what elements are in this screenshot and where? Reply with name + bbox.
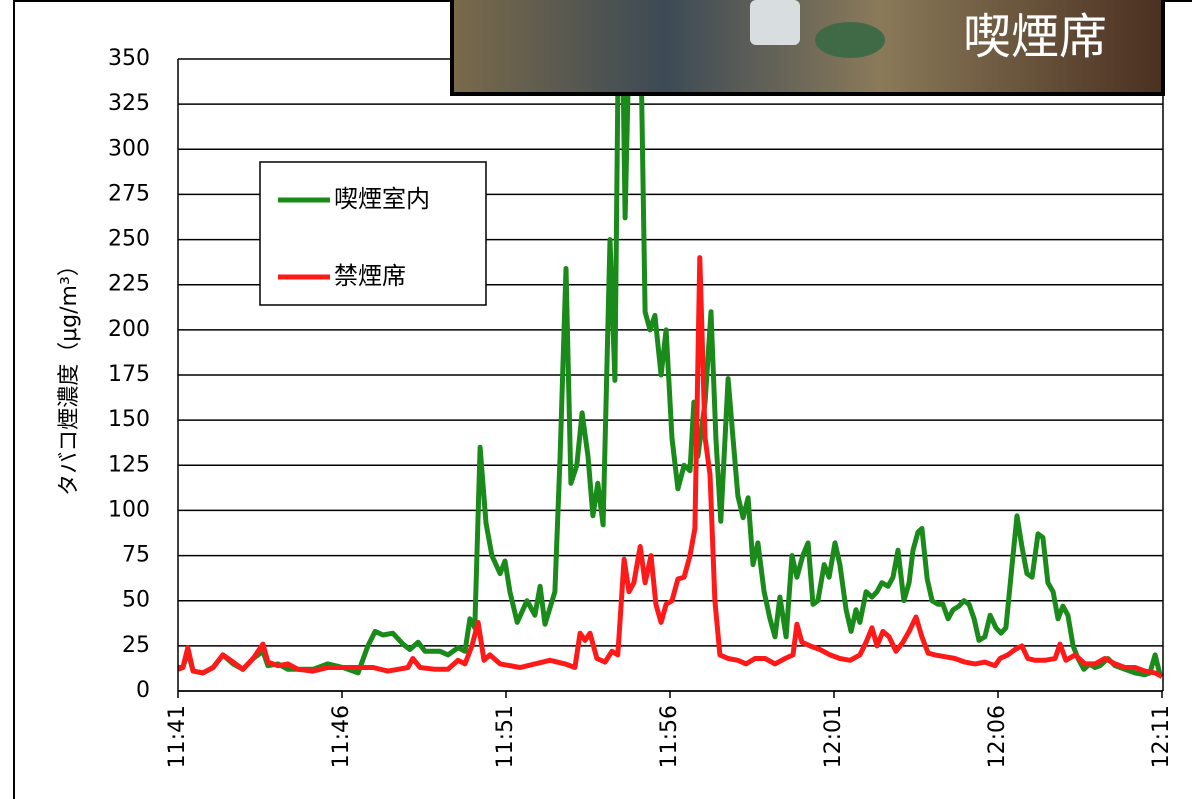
y-tick-label: 0 bbox=[136, 678, 150, 703]
x-tick-label: 12:11 bbox=[1149, 705, 1174, 768]
photo: 喫煙席 bbox=[450, 0, 1165, 96]
y-tick-label: 350 bbox=[108, 46, 150, 71]
axes: 0 25 50 75 100 125 150 175 200 225 250 275 300 325 350… bbox=[108, 46, 1174, 768]
y-tick-label: 125 bbox=[108, 452, 150, 477]
series-line bbox=[178, 255, 1163, 679]
photo-image bbox=[450, 0, 1165, 96]
y-tick-label: 50 bbox=[122, 588, 150, 613]
y-tick-label: 200 bbox=[108, 317, 150, 342]
legend-label: 禁煙席 bbox=[334, 262, 406, 290]
x-tick-label: 12:01 bbox=[821, 705, 846, 768]
legend-label: 喫煙室内 bbox=[334, 185, 430, 213]
y-tick-label: 25 bbox=[122, 633, 150, 658]
x-tick-label: 11:56 bbox=[657, 705, 682, 768]
y-tick-label: 300 bbox=[108, 136, 150, 161]
plot-area bbox=[178, 59, 1163, 679]
y-tick-label: 150 bbox=[108, 407, 150, 432]
y-tick-label: 175 bbox=[108, 362, 150, 387]
x-tick-label: 11:41 bbox=[165, 705, 190, 768]
y-tick-label: 275 bbox=[108, 181, 150, 206]
x-tick-label: 11:46 bbox=[329, 705, 354, 768]
photo-caption: 喫煙席 bbox=[963, 9, 1107, 65]
y-tick-label: 325 bbox=[108, 91, 150, 116]
photo-device bbox=[750, 0, 800, 45]
x-tick-label: 11:51 bbox=[493, 705, 518, 768]
y-tick-label: 250 bbox=[108, 227, 150, 252]
legend-box bbox=[259, 161, 487, 306]
photo-ashtray bbox=[815, 22, 885, 58]
y-tick-label: 75 bbox=[122, 543, 150, 568]
y-tick-label: 100 bbox=[108, 497, 150, 522]
y-axis-label: タバコ煙濃度（μg/m³） bbox=[57, 254, 82, 496]
x-tick-label: 12:06 bbox=[985, 705, 1010, 768]
series-line bbox=[178, 59, 1163, 678]
chart-frame bbox=[13, 0, 1192, 799]
y-tick-label: 225 bbox=[108, 272, 150, 297]
